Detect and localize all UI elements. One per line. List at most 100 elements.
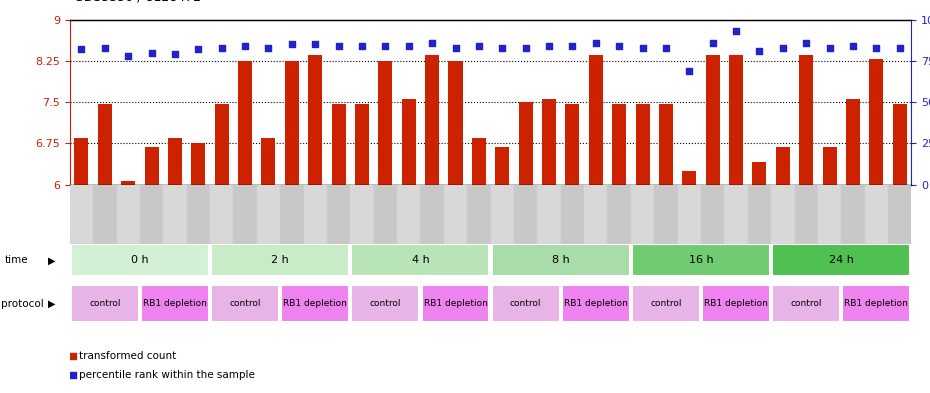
Point xyxy=(214,44,229,51)
Point xyxy=(448,44,463,51)
Bar xyxy=(542,99,556,185)
Point xyxy=(822,44,837,51)
Point xyxy=(98,44,113,51)
Text: 16 h: 16 h xyxy=(689,255,713,265)
Point xyxy=(869,44,883,51)
Bar xyxy=(492,244,630,276)
Bar xyxy=(140,185,164,244)
Bar xyxy=(355,104,369,185)
Point xyxy=(144,50,159,56)
Bar xyxy=(799,55,813,185)
Point xyxy=(541,43,556,49)
Bar xyxy=(589,55,603,185)
Bar xyxy=(420,185,444,244)
Point xyxy=(635,44,650,51)
Bar xyxy=(729,55,743,185)
Bar xyxy=(772,285,840,322)
Bar xyxy=(285,61,299,185)
Bar xyxy=(121,182,135,185)
Bar xyxy=(164,185,187,244)
Bar xyxy=(865,185,888,244)
Bar xyxy=(71,285,139,322)
Text: time: time xyxy=(5,255,28,265)
Text: transformed count: transformed count xyxy=(79,351,176,361)
Bar xyxy=(846,99,860,185)
Text: percentile rank within the sample: percentile rank within the sample xyxy=(79,370,255,380)
Bar xyxy=(870,59,884,185)
Text: RB1 depletion: RB1 depletion xyxy=(564,299,628,308)
Text: 2 h: 2 h xyxy=(272,255,289,265)
Bar xyxy=(71,244,209,276)
Point xyxy=(495,44,510,51)
Bar xyxy=(211,244,349,276)
Bar xyxy=(562,285,630,322)
Point xyxy=(658,44,673,51)
Text: protocol: protocol xyxy=(1,299,44,309)
Text: RB1 depletion: RB1 depletion xyxy=(143,299,206,308)
Point xyxy=(308,41,323,48)
Point xyxy=(238,43,253,49)
Bar xyxy=(74,138,88,185)
Point xyxy=(121,53,136,59)
Bar xyxy=(724,185,748,244)
Text: 4 h: 4 h xyxy=(412,255,430,265)
Bar xyxy=(257,185,280,244)
Bar xyxy=(678,185,701,244)
Bar xyxy=(706,55,720,185)
Text: control: control xyxy=(790,299,822,308)
Point xyxy=(302,94,317,101)
Point xyxy=(589,40,604,46)
Point xyxy=(776,44,790,51)
Point xyxy=(378,43,392,49)
Text: RB1 depletion: RB1 depletion xyxy=(423,299,487,308)
Bar xyxy=(70,185,93,244)
Bar xyxy=(748,185,771,244)
Bar xyxy=(211,285,279,322)
Point xyxy=(74,46,89,53)
Text: 24 h: 24 h xyxy=(829,255,854,265)
Bar xyxy=(351,185,374,244)
Point xyxy=(682,68,697,74)
Bar xyxy=(192,143,206,185)
Text: ▶: ▶ xyxy=(48,299,56,309)
Bar xyxy=(893,104,907,185)
Bar xyxy=(467,185,490,244)
Point xyxy=(705,40,720,46)
Bar xyxy=(519,102,533,185)
Bar xyxy=(261,138,275,185)
Bar xyxy=(794,185,817,244)
Point xyxy=(425,40,440,46)
Bar xyxy=(842,185,865,244)
Bar xyxy=(215,104,229,185)
Bar xyxy=(843,285,910,322)
Point xyxy=(845,43,860,49)
Bar xyxy=(374,185,397,244)
Bar xyxy=(752,162,766,185)
Bar xyxy=(168,138,182,185)
Bar xyxy=(98,104,112,185)
Bar xyxy=(631,185,654,244)
Text: 8 h: 8 h xyxy=(551,255,569,265)
Bar xyxy=(308,55,322,185)
Text: RB1 depletion: RB1 depletion xyxy=(844,299,909,308)
Bar xyxy=(141,285,209,322)
Point xyxy=(285,41,299,48)
Point xyxy=(518,44,533,51)
Point xyxy=(191,46,206,53)
Point xyxy=(302,273,317,279)
Bar xyxy=(771,185,794,244)
Bar xyxy=(425,55,439,185)
Bar xyxy=(327,185,351,244)
Point xyxy=(331,43,346,49)
Point xyxy=(402,43,417,49)
Bar xyxy=(352,244,489,276)
Text: 0 h: 0 h xyxy=(131,255,149,265)
Point xyxy=(892,44,907,51)
Text: RB1 depletion: RB1 depletion xyxy=(704,299,768,308)
Bar xyxy=(683,171,697,185)
Bar xyxy=(238,61,252,185)
Bar xyxy=(632,244,770,276)
Point xyxy=(612,43,627,49)
Bar xyxy=(607,185,631,244)
Point xyxy=(752,48,767,54)
